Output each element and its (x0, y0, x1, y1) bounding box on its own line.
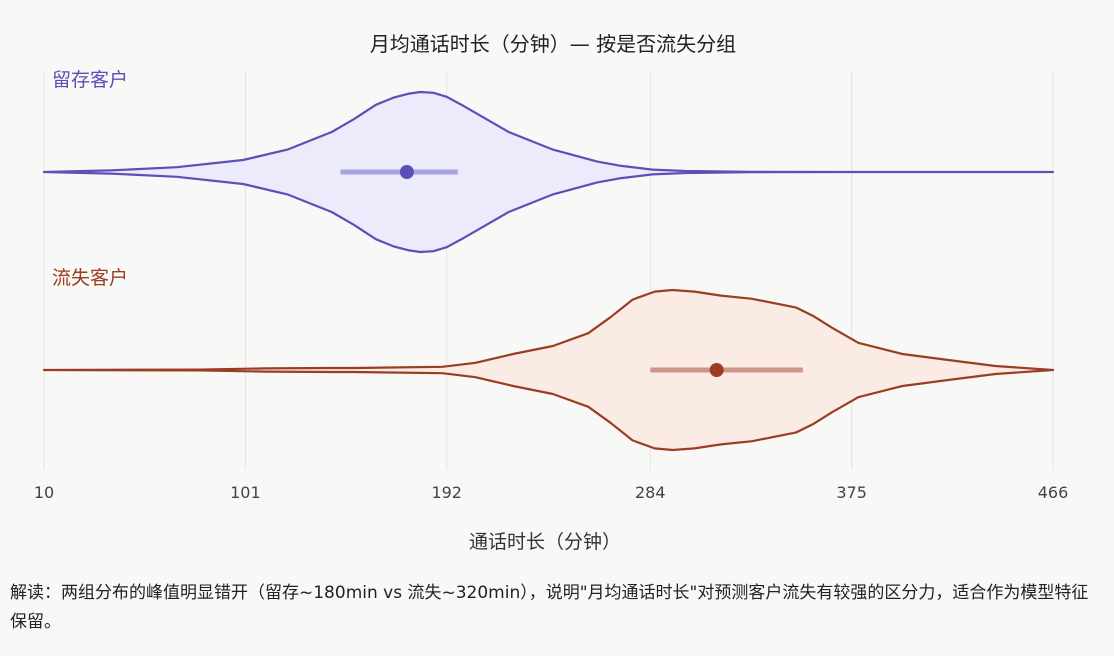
grid (43, 72, 1054, 470)
x-axis-label: 通话时长（分钟） (469, 531, 621, 553)
x-tick-label: 375 (836, 483, 867, 502)
interpretation-note: 解读：两组分布的峰值明显错开（留存~180min vs 流失~320min），说… (10, 583, 1089, 632)
x-tick-label: 10 (34, 483, 54, 502)
x-axis-ticks: 10 101 192 284 375 466 (34, 483, 1068, 502)
x-tick-label: 466 (1038, 483, 1069, 502)
x-tick-label: 284 (635, 483, 666, 502)
chart-title: 月均通话时长（分钟）— 按是否流失分组 (370, 32, 736, 56)
series-label: 流失客户 (52, 267, 128, 289)
violin-retained (42, 90, 1055, 254)
violin-churned (42, 288, 1055, 452)
x-tick-label: 101 (230, 483, 261, 502)
series-label: 留存客户 (52, 69, 128, 91)
x-tick-label: 192 (431, 483, 462, 502)
median-point (709, 363, 724, 377)
median-point (399, 165, 414, 179)
